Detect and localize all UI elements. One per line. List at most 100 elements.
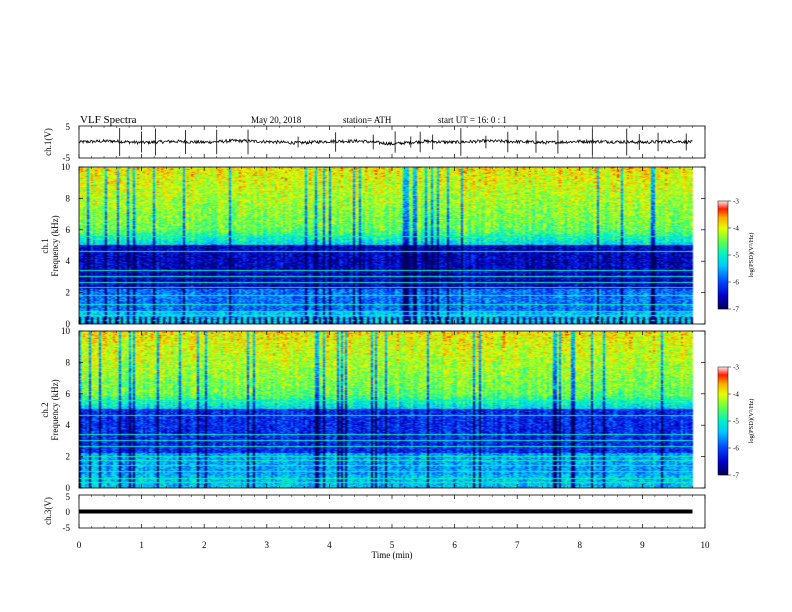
- ch2-colorbar-tick-label: -3: [733, 364, 739, 372]
- ch1-colorbar-label: log(PSD)(V²/Hz): [748, 233, 755, 278]
- ch2-colorbar-cell: [718, 465, 728, 467]
- ch2-colorbar-cell: [718, 371, 728, 373]
- ch1-colorbar-cell: [718, 281, 728, 283]
- ch1-colorbar-cell: [718, 224, 728, 226]
- ch2-colorbar-cell: [718, 402, 728, 404]
- x-tick-label: 8: [578, 540, 583, 550]
- ch1-colorbar-cell: [718, 272, 728, 274]
- ch1-colorbar-cell: [718, 207, 728, 209]
- ch1-colorbar-cell: [718, 259, 728, 261]
- ch1-colorbar-cell: [718, 265, 728, 267]
- ch2-colorbar-cell: [718, 392, 728, 394]
- ch1-colorbar-cell: [718, 228, 728, 230]
- ch1-colorbar-cell: [718, 252, 728, 254]
- ch1-colorbar-cell: [718, 255, 728, 257]
- ch2-colorbar-cell: [718, 377, 728, 379]
- ch1-colorbar-cell: [718, 301, 728, 303]
- ch1-colorbar-cell: [718, 257, 728, 259]
- ch2-colorbar-cell: [718, 457, 728, 459]
- ch2-colorbar-cell: [718, 397, 728, 399]
- ch2-colorbar-cell: [718, 396, 728, 398]
- ch2-colorbar-cell: [718, 474, 728, 476]
- ch1-colorbar-cell: [718, 269, 728, 271]
- ch1-colorbar-cell: [718, 239, 728, 241]
- x-tick-label: 9: [640, 540, 645, 550]
- ch2-spec-ytick-label: 2: [66, 452, 71, 462]
- ch3-ytick-mid: 0: [66, 507, 71, 517]
- ch1-colorbar-cell: [718, 289, 728, 291]
- ch2-colorbar-cell: [718, 434, 728, 436]
- ch3-ylabel: ch.3(V): [43, 497, 53, 525]
- ch1-colorbar-cell: [718, 294, 728, 296]
- ch1-colorbar-cell: [718, 271, 728, 273]
- ch2-colorbar-cell: [718, 443, 728, 445]
- x-axis-label: Time (min): [372, 550, 413, 560]
- ch1-colorbar-cell: [718, 266, 728, 268]
- x-tick-label: 6: [452, 540, 457, 550]
- ch2-colorbar-cell: [718, 369, 728, 371]
- ch1-colorbar-cell: [718, 253, 728, 255]
- ch1-colorbar-cell: [718, 261, 728, 263]
- ch2-colorbar-cell: [718, 412, 728, 414]
- ch2-colorbar-cell: [718, 407, 728, 409]
- ch1-colorbar-cell: [718, 284, 728, 286]
- ch1-colorbar-cell: [718, 287, 728, 289]
- ch1-spec-ylabel: ch.1: [40, 238, 50, 253]
- ch1-colorbar-cell: [718, 210, 728, 212]
- ch1-colorbar-cell: [718, 306, 728, 308]
- ch1-ylabel: ch.1(V): [43, 128, 53, 156]
- ch2-colorbar-cell: [718, 420, 728, 422]
- ch2-colorbar-cell: [718, 404, 728, 406]
- ch2-colorbar-cell: [718, 403, 728, 405]
- ch1-spec-ytick-label: 8: [66, 193, 71, 203]
- ch2-colorbar-cell: [718, 447, 728, 449]
- x-tick-label: 5: [390, 540, 395, 550]
- x-tick-label: 4: [327, 540, 332, 550]
- ch1-colorbar-cell: [718, 245, 728, 247]
- ch2-colorbar-cell: [718, 385, 728, 387]
- ch2-colorbar-cell: [718, 424, 728, 426]
- ch2-colorbar-cell: [718, 445, 728, 447]
- ch2-colorbar-cell: [718, 463, 728, 465]
- ch1-colorbar-cell: [718, 302, 728, 304]
- ch1-colorbar-cell: [718, 276, 728, 278]
- ch1-colorbar-cell: [718, 208, 728, 210]
- ch1-colorbar-cell: [718, 249, 728, 251]
- ch2-spec-ytick-label: 8: [66, 357, 71, 367]
- ch2-colorbar-cell: [718, 425, 728, 427]
- ch2-colorbar-cell: [718, 387, 728, 389]
- ch1-colorbar-cell: [718, 209, 728, 211]
- ch1-colorbar-tick-label: -6: [733, 279, 739, 287]
- ch2-colorbar-cell: [718, 391, 728, 393]
- ch1-colorbar-cell: [718, 297, 728, 299]
- ch1-colorbar-cell: [718, 229, 728, 231]
- ch1-spec-ytick-label: 2: [66, 288, 71, 298]
- ch1-colorbar-cell: [718, 274, 728, 276]
- ch1-colorbar-cell: [718, 202, 728, 204]
- ch3-panel: 5 0 -5 ch.3(V) 0 1 2 3 4 5 6 7 8 9 10 Time (min): [43, 126, 710, 560]
- ch2-spec-ytick-label: 0: [66, 483, 71, 493]
- ch2-colorbar-tick-label: -4: [733, 391, 739, 399]
- ch1-colorbar-cell: [718, 240, 728, 242]
- ch2-colorbar-cell: [718, 406, 728, 408]
- ch1-colorbar-cell: [718, 242, 728, 244]
- ch1-colorbar-cell: [718, 275, 728, 277]
- ch2-colorbar-cell: [718, 449, 728, 451]
- ch2-colorbar-label: log(PSD)(V²/Hz): [748, 399, 755, 444]
- ch1-colorbar-cell: [718, 206, 728, 208]
- ch2-colorbar-cell: [718, 455, 728, 457]
- ch2-colorbar-cell: [718, 451, 728, 453]
- ch2-colorbar-cell: [718, 427, 728, 429]
- ch2-colorbar-cell: [718, 426, 728, 428]
- ch1-colorbar-cell: [718, 205, 728, 207]
- ch1-colorbar-cell: [718, 292, 728, 294]
- ch1-colorbar-cell: [718, 280, 728, 282]
- ch2-colorbar-cell: [718, 408, 728, 410]
- ch2-colorbar-cell: [718, 398, 728, 400]
- ch2-colorbar-cell: [718, 394, 728, 396]
- ch1-colorbar-cell: [718, 203, 728, 205]
- ch1-ytick-bottom: -5: [63, 153, 71, 163]
- ch1-colorbar-cell: [718, 236, 728, 238]
- ch1-spec-ytick-label: 6: [66, 225, 71, 235]
- ch1-colorbar-cell: [718, 221, 728, 223]
